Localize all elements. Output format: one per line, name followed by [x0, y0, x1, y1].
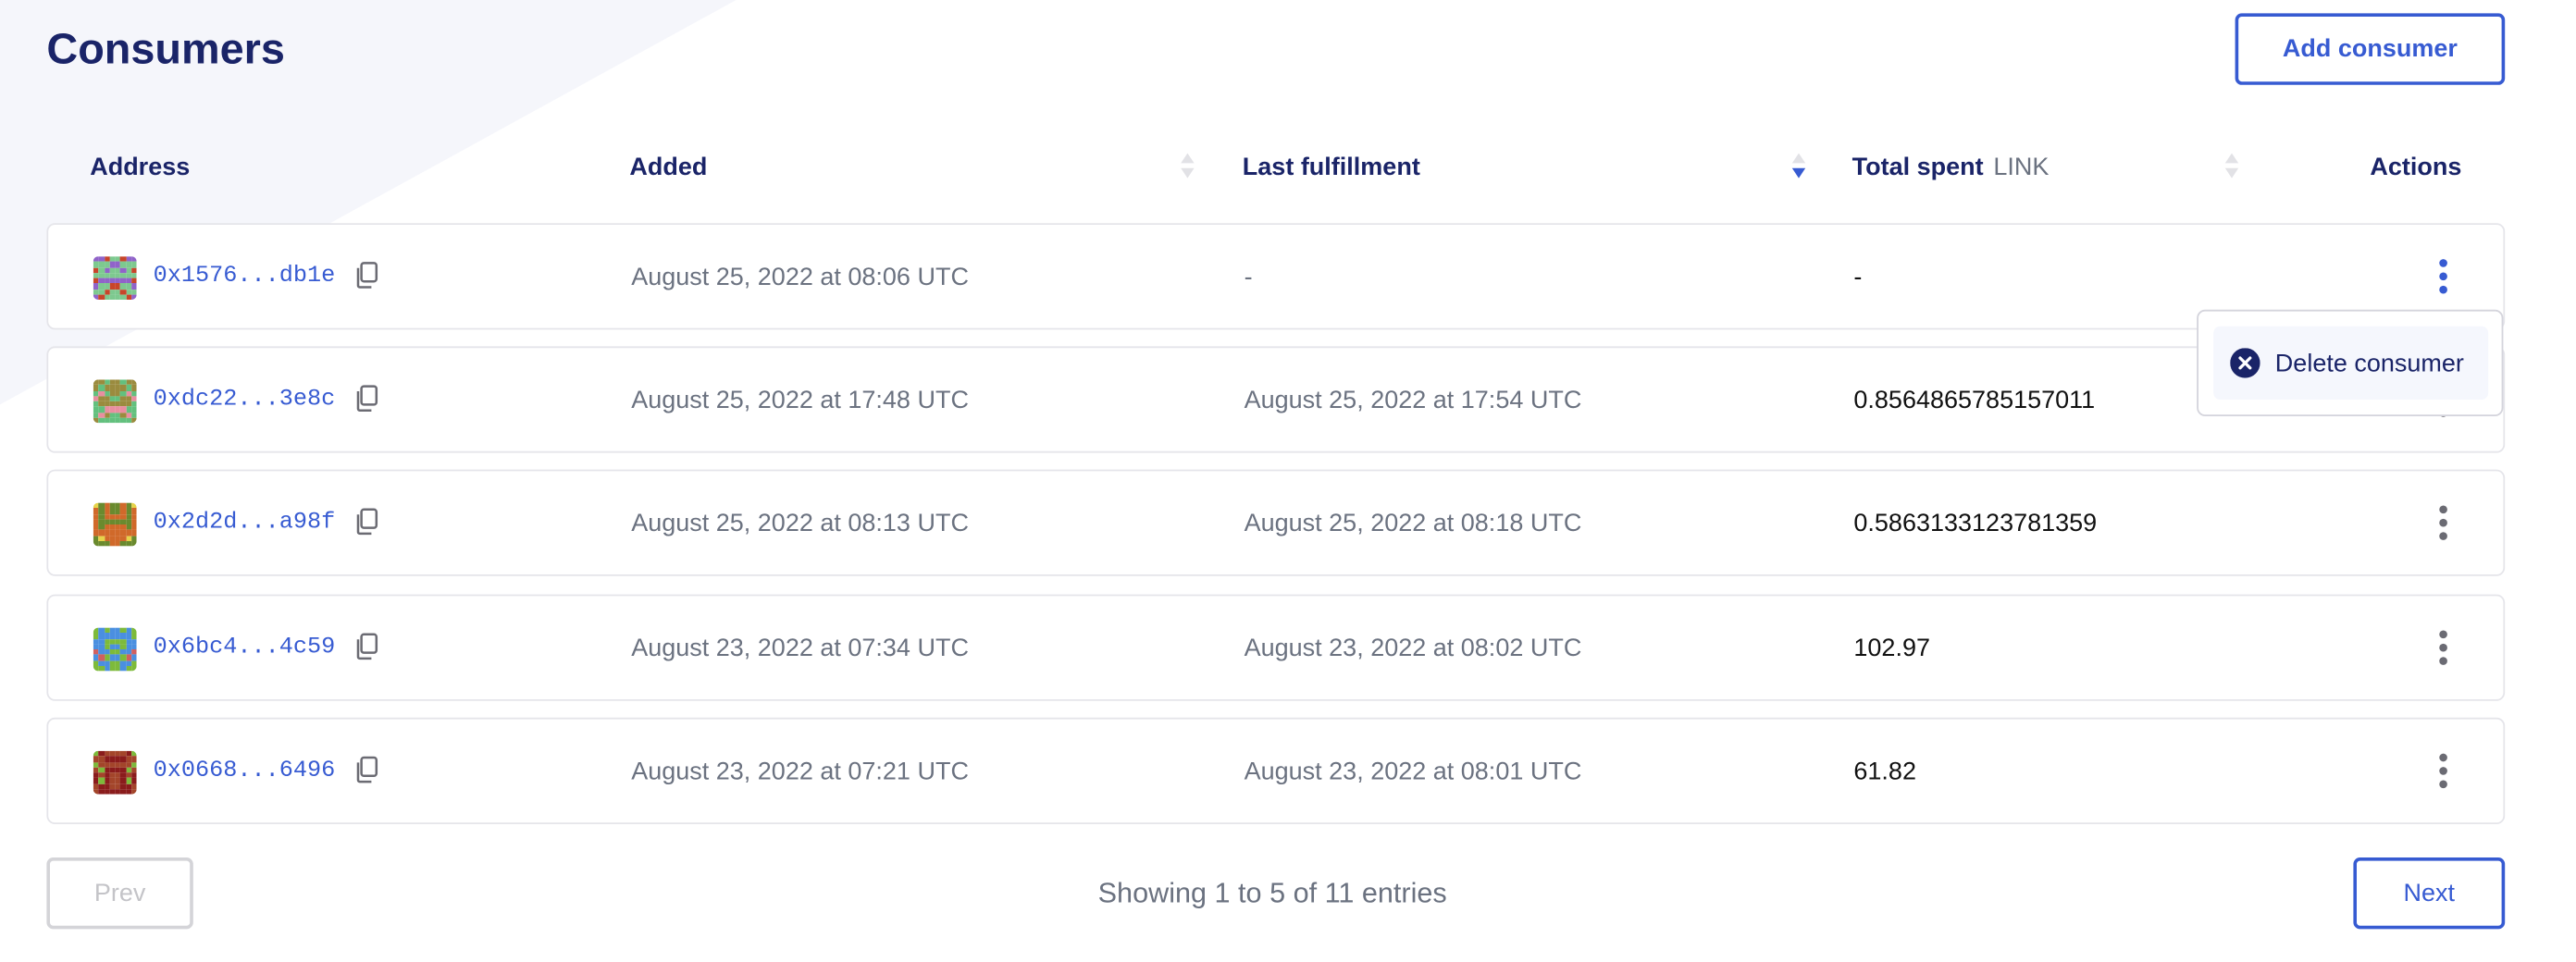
sort-icon[interactable] [1179, 152, 1195, 181]
column-last-fulfillment[interactable]: Last fulfillment [1242, 153, 1420, 182]
delete-consumer-label: Delete consumer [2274, 349, 2464, 377]
more-actions-icon[interactable] [2434, 753, 2454, 790]
avatar [93, 627, 137, 672]
consumer-address-link[interactable]: 0x1576...db1e [153, 263, 336, 290]
column-address: Address [90, 153, 191, 182]
copy-icon[interactable] [355, 508, 378, 536]
more-actions-icon[interactable] [2434, 258, 2454, 295]
copy-icon[interactable] [355, 262, 378, 290]
unit-label: LINK [1993, 153, 2050, 182]
avatar [93, 502, 137, 547]
delete-consumer-menu-item[interactable]: Delete consumer [2213, 326, 2489, 400]
consumer-address-link[interactable]: 0x2d2d...a98f [153, 509, 336, 536]
last-fulfillment-date: - [1244, 263, 1253, 291]
prev-page-button[interactable]: Prev [46, 857, 193, 930]
copy-icon[interactable] [355, 633, 378, 661]
copy-icon[interactable] [355, 756, 378, 784]
last-fulfillment-date: August 25, 2022 at 08:18 UTC [1244, 509, 1582, 538]
page-title: Consumers [46, 23, 285, 74]
add-consumer-button[interactable]: Add consumer [2235, 13, 2506, 85]
pagination-summary: Showing 1 to 5 of 11 entries [1097, 877, 1447, 909]
table-row: 0x1576...db1e August 25, 2022 at 08:06 U… [46, 223, 2506, 330]
column-actions: Actions [2370, 153, 2462, 182]
table-row: 0x2d2d...a98f August 25, 2022 at 08:13 U… [46, 469, 2506, 576]
total-spent-value: 102.97 [1853, 634, 1931, 663]
added-date: August 23, 2022 at 07:34 UTC [631, 634, 969, 663]
total-spent-value: 0.5863133123781359 [1853, 509, 2098, 538]
column-total-spent-label: Total spent [1852, 153, 1984, 182]
more-actions-icon[interactable] [2434, 629, 2454, 666]
last-fulfillment-date: August 23, 2022 at 08:01 UTC [1244, 758, 1582, 786]
added-date: August 23, 2022 at 07:21 UTC [631, 758, 969, 786]
total-spent-value: 0.8564865785157011 [1853, 386, 2096, 415]
consumer-address-link[interactable]: 0xdc22...3e8c [153, 386, 336, 413]
consumer-address-link[interactable]: 0x6bc4...4c59 [153, 634, 336, 661]
added-date: August 25, 2022 at 08:13 UTC [631, 509, 969, 538]
more-actions-icon[interactable] [2434, 504, 2454, 541]
column-added[interactable]: Added [629, 153, 708, 182]
table-row: 0x6bc4...4c59 August 23, 2022 at 07:34 U… [46, 594, 2506, 701]
row-actions-menu: Delete consumer [2197, 309, 2504, 416]
added-date: August 25, 2022 at 17:48 UTC [631, 386, 969, 415]
last-fulfillment-date: August 25, 2022 at 17:54 UTC [1244, 386, 1582, 415]
added-date: August 25, 2022 at 08:06 UTC [631, 263, 969, 291]
total-spent-value: 61.82 [1853, 758, 1916, 786]
avatar [93, 256, 137, 300]
column-total-spent[interactable]: Total spent LINK [1852, 154, 2050, 182]
table-row: 0xdc22...3e8c August 25, 2022 at 17:48 U… [46, 346, 2506, 453]
sort-icon[interactable] [2223, 152, 2240, 181]
copy-icon[interactable] [355, 385, 378, 413]
next-page-button[interactable]: Next [2353, 857, 2506, 930]
close-circle-icon [2230, 348, 2260, 378]
total-spent-value: - [1853, 263, 1863, 291]
avatar [93, 379, 137, 424]
sort-descending-icon[interactable] [1790, 152, 1807, 181]
consumer-address-link[interactable]: 0x0668...6496 [153, 758, 336, 784]
last-fulfillment-date: August 23, 2022 at 08:02 UTC [1244, 634, 1582, 663]
avatar [93, 750, 137, 795]
table-row: 0x0668...6496 August 23, 2022 at 07:21 U… [46, 717, 2506, 824]
